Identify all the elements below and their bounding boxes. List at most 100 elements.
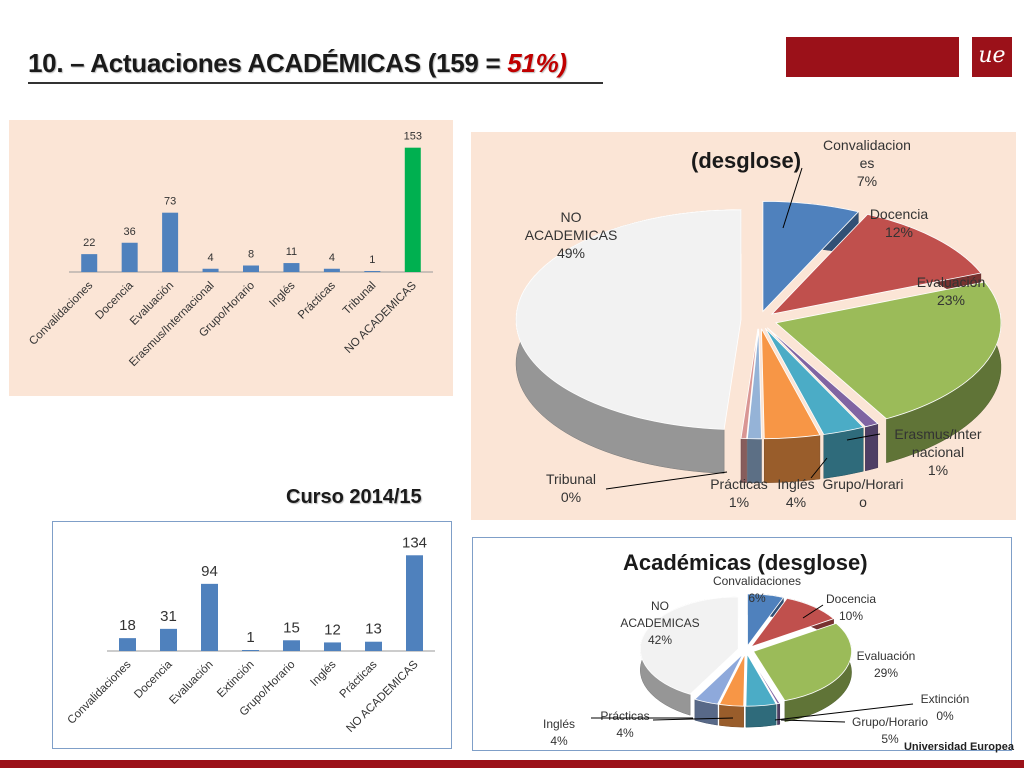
pie-chart-2-slice-label-0: Convalidaciones 6% bbox=[713, 574, 801, 605]
pie-chart-2-leader-line-3 bbox=[774, 703, 914, 721]
brand-logo: ue bbox=[972, 37, 1012, 77]
bar-chart-1-bar-5 bbox=[283, 263, 300, 272]
bar-chart-1-bar-2 bbox=[162, 212, 179, 272]
bar-chart-2-bar-7 bbox=[406, 555, 423, 651]
pie-chart-1-slice-8 bbox=[515, 209, 742, 430]
pie-chart-1-slice-label-0: Convalidacion es 7% bbox=[823, 137, 911, 189]
pie-chart-1-leader-line-4 bbox=[810, 457, 828, 479]
bar-chart-panel-2: 18 Convalidaciones 31 Docencia 94 Evaluación 1… bbox=[52, 521, 452, 749]
pie-chart-1-slice-1 bbox=[770, 213, 982, 315]
bar-chart-1-bar-8 bbox=[404, 147, 421, 272]
bar-chart-panel-1: 22 Convalidaciones 36 Docencia 73 Evaluación 4… bbox=[9, 120, 453, 396]
pie-chart-1-slice-label-5: Inglés 4% bbox=[777, 476, 814, 510]
pie-chart-1-slice-label-6: Prácticas 1% bbox=[710, 476, 768, 510]
pie-chart-1-slice-7 bbox=[740, 328, 759, 440]
pie-chart-2-slice-side-5 bbox=[719, 704, 744, 728]
pie-chart-2-slice-5 bbox=[718, 654, 746, 707]
bar-chart-2-value-label-3: 1 bbox=[246, 629, 254, 646]
bar-chart-2: 18 Convalidaciones 31 Docencia 94 Evaluación 1… bbox=[65, 534, 435, 735]
bar-chart-1-bar-3 bbox=[202, 268, 219, 272]
pie-chart-1-slice-label-7: Tribunal 0% bbox=[546, 471, 596, 505]
bar-chart-2-value-label-7: 134 bbox=[402, 534, 427, 551]
bar-chart-1-bar-6 bbox=[323, 268, 340, 272]
bar-chart-2-category-label-7: NO ACADEMICAS bbox=[344, 658, 420, 734]
bar-chart-2-bar-1 bbox=[160, 628, 177, 651]
pie-chart-2-slice-4 bbox=[745, 652, 777, 707]
bar-chart-2-category-label-0: Convalidaciones bbox=[65, 658, 133, 726]
bar-chart-2-value-label-4: 15 bbox=[283, 619, 300, 636]
pie-chart-1-slice-label-2: Evaluación 23% bbox=[917, 274, 986, 308]
bar-chart-2-value-label-6: 13 bbox=[365, 621, 382, 638]
pie-chart-2-leader-line-4 bbox=[780, 719, 846, 723]
bar-chart-1-value-label-7: 1 bbox=[369, 254, 375, 266]
pie-chart-2-slice-label-6: Inglés 4% bbox=[543, 717, 575, 748]
course-label: Curso 2014/15 bbox=[286, 486, 422, 508]
bar-chart-1-value-label-8: 153 bbox=[404, 131, 422, 143]
pie-chart-2-slice-2 bbox=[752, 622, 852, 702]
pie-chart-1-slice-label-1: Docencia 12% bbox=[870, 206, 929, 240]
bar-chart-1-bar-0 bbox=[81, 254, 98, 272]
bar-chart-1: 22Convalidaciones36Docencia73Evaluación4… bbox=[27, 131, 433, 369]
bar-chart-2-category-label-6: Prácticas bbox=[338, 658, 380, 700]
pie-chart-1-slice-label-8: NO ACADEMICAS 49% bbox=[525, 209, 618, 261]
pie-chart-1-leader-line-0 bbox=[782, 167, 803, 229]
bar-chart-1-category-label-1: Docencia bbox=[93, 279, 136, 322]
pie-chart-2-title: Académicas (desglose) bbox=[623, 550, 868, 575]
pie-chart-1-slice-label-3: Erasmus/Inter nacional 1% bbox=[894, 426, 981, 478]
pie-chart-1-slice-5 bbox=[761, 328, 821, 440]
pie-chart-2-slice-7 bbox=[639, 596, 739, 695]
footer-brand: Universidad Europea bbox=[903, 741, 1014, 753]
pie-chart-2-slice-1 bbox=[749, 597, 835, 648]
bar-chart-2-category-label-1: Docencia bbox=[132, 658, 175, 701]
pie-chart-2-slice-3 bbox=[748, 653, 781, 705]
pie-chart-2-leader-line-1 bbox=[802, 604, 824, 619]
bar-chart-2-value-label-0: 18 bbox=[119, 617, 136, 634]
pie-chart-1-leader-line-3 bbox=[846, 433, 881, 441]
pie-chart-1-slice-side-4 bbox=[823, 426, 864, 479]
pie-chart-panel-1: Convalidacion es 7% Docencia 12% Evaluación 23… bbox=[471, 132, 1016, 520]
bar-chart-2-bar-0 bbox=[119, 638, 136, 651]
bar-chart-2-value-label-1: 31 bbox=[160, 608, 177, 625]
pie-chart-2-slice-side-4 bbox=[745, 703, 777, 728]
pie-chart-2-slice-0 bbox=[747, 593, 785, 648]
bar-chart-1-bar-7 bbox=[364, 271, 381, 272]
bar-chart-1-category-label-8: NO ACADEMICAS bbox=[343, 279, 419, 355]
page-title-percentage: 51%) bbox=[507, 48, 567, 78]
bar-chart-1-bar-1 bbox=[121, 242, 138, 272]
pie-chart-2-slice-label-7: NO ACADEMICAS 42% bbox=[620, 599, 699, 647]
page-title-main: 10. – Actuaciones ACADÉMICAS (159 = bbox=[28, 48, 508, 78]
pie-chart-1-slice-6 bbox=[746, 328, 762, 440]
pie-chart-1-slice-0 bbox=[762, 201, 860, 313]
bar-chart-2-bar-5 bbox=[324, 642, 341, 651]
pie-chart-1-slice-4 bbox=[764, 327, 865, 435]
pie-chart-1-slice-3 bbox=[767, 327, 879, 428]
bar-chart-2-bar-4 bbox=[283, 640, 300, 651]
bar-chart-2-category-label-3: Extinción bbox=[215, 659, 256, 700]
bar-chart-2-bar-2 bbox=[201, 583, 218, 651]
bar-chart-1-value-label-2: 73 bbox=[164, 196, 176, 208]
pie-chart-2-slice-label-2: Evaluación 29% bbox=[857, 649, 916, 680]
bar-chart-1-category-label-5: Inglés bbox=[267, 279, 297, 309]
pie-chart-1: Convalidacion es 7% Docencia 12% Evaluación 23… bbox=[515, 137, 1002, 510]
pie-chart-1-slice-2 bbox=[775, 281, 1002, 420]
pie-chart-2-slice-label-3: Extinción 0% bbox=[921, 692, 970, 723]
pie-chart-panel-2: Convalidaciones 6% Docencia 10% Evaluación 29… bbox=[472, 537, 1012, 751]
bar-chart-1-category-label-6: Prácticas bbox=[296, 279, 338, 321]
pie-chart-2-leader-line-5 bbox=[652, 717, 734, 721]
bar-chart-1-value-label-1: 36 bbox=[124, 226, 136, 238]
bar-chart-1-category-label-7: Tribunal bbox=[341, 280, 379, 318]
bar-chart-2-category-label-2: Evaluación bbox=[167, 659, 215, 707]
bar-chart-1-category-label-0: Convalidaciones bbox=[27, 279, 95, 347]
brand-bar bbox=[786, 37, 959, 77]
pie-chart-2: Convalidaciones 6% Docencia 10% Evaluación 29… bbox=[543, 574, 970, 748]
pie-chart-1-title: (desglose) bbox=[691, 148, 802, 173]
pie-chart-2-slice-label-5: Prácticas 4% bbox=[600, 709, 649, 740]
bar-chart-1-bar-4 bbox=[243, 265, 259, 272]
page-title: 10. – Actuaciones ACADÉMICAS (159 = 51%) bbox=[28, 48, 567, 79]
pie-chart-2-slice-side-3 bbox=[777, 703, 781, 726]
pie-chart-1-leader-line-7 bbox=[605, 471, 728, 490]
bar-chart-2-category-label-5: Inglés bbox=[308, 658, 338, 688]
bar-chart-1-value-label-5: 11 bbox=[286, 246, 297, 258]
bar-chart-2-bar-6 bbox=[365, 641, 382, 651]
bar-chart-1-value-label-0: 22 bbox=[83, 237, 95, 249]
